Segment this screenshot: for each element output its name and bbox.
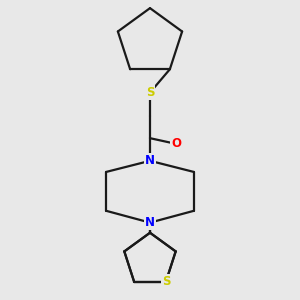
Text: S: S bbox=[146, 86, 154, 99]
Text: N: N bbox=[145, 216, 155, 229]
Text: N: N bbox=[145, 154, 155, 167]
Text: S: S bbox=[162, 275, 170, 288]
Text: O: O bbox=[171, 137, 181, 150]
